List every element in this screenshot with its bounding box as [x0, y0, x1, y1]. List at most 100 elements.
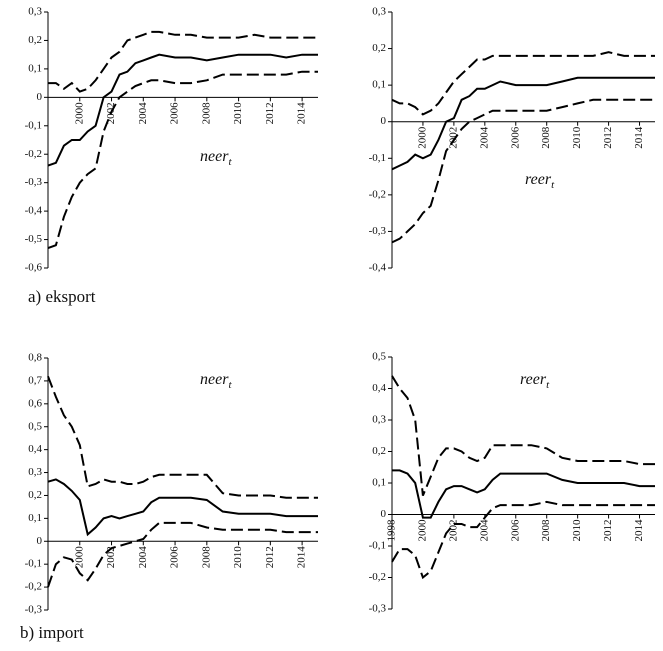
x-tick-label: 2000: [73, 102, 85, 125]
x-tick-label: 2012: [264, 546, 276, 568]
x-tick-label: 2014: [296, 546, 308, 569]
x-tick-label: 2008: [540, 126, 552, 149]
y-tick-label: 0,4: [372, 382, 386, 394]
y-tick-label: -0,1: [369, 152, 386, 164]
y-tick-label: -0,6: [25, 262, 43, 274]
y-tick-label: 0,2: [28, 34, 42, 46]
x-tick-label: 2006: [169, 546, 181, 569]
series-line: [391, 375, 655, 496]
x-tick-label: 2006: [509, 519, 521, 542]
x-tick-label: 2012: [602, 520, 614, 542]
annotation: reert: [520, 371, 550, 391]
annotation: neert: [200, 371, 232, 391]
y-tick-label: 0,1: [372, 477, 386, 489]
y-tick-label: 0,3: [28, 466, 42, 478]
y-tick-label: 0,3: [372, 6, 386, 18]
series-line: [48, 30, 318, 93]
series-line: [391, 51, 655, 116]
y-tick-label: -0,3: [369, 225, 387, 237]
series-line: [392, 469, 655, 519]
y-tick-label: 0,2: [28, 489, 42, 501]
caption: b) import: [20, 623, 84, 642]
y-tick-label: -0,2: [369, 188, 386, 200]
x-tick-label: 2012: [264, 102, 276, 124]
series-line: [391, 76, 655, 171]
annotation-text: neer: [200, 148, 229, 165]
y-tick-label: 0,2: [372, 42, 386, 54]
series-line: [47, 478, 318, 537]
y-tick-label: 0,5: [372, 351, 386, 363]
x-tick-label: 2014: [633, 519, 645, 542]
x-tick-label: 2008: [200, 102, 212, 125]
y-tick-label: 0: [37, 91, 43, 103]
series-line: [391, 98, 655, 244]
y-tick-label: 0,1: [372, 79, 386, 91]
x-tick-label: 1998: [386, 519, 398, 542]
y-tick-label: 0: [381, 115, 387, 127]
annotation-subscript: t: [228, 379, 232, 391]
x-tick-label: 2010: [571, 126, 583, 149]
y-tick-label: 0,1: [28, 512, 42, 524]
y-tick-label: 0,7: [28, 374, 42, 386]
y-tick-label: 0: [37, 535, 43, 547]
panel: -0,3 -0,2 -0,1 0 0,1 0,2 0,3 0,4 0,5 0,6 0,7 0,8 200…: [25, 352, 318, 616]
x-tick-label: 2008: [200, 546, 212, 569]
x-tick-label: 2000: [416, 519, 428, 542]
y-tick-label: -0,1: [25, 119, 42, 131]
x-tick-label: 2012: [602, 127, 614, 149]
x-tick-label: 2004: [478, 519, 490, 542]
y-tick-label: -0,3: [25, 176, 43, 188]
caption: a) eksport: [28, 287, 96, 306]
y-tick-label: -0,4: [25, 205, 43, 217]
y-tick-label: 0,5: [28, 420, 42, 432]
y-tick-label: -0,1: [25, 558, 42, 570]
x-tick-label: 2006: [169, 102, 181, 125]
y-tick-label: 0,1: [28, 62, 42, 74]
x-tick-label: 2010: [232, 102, 244, 125]
x-tick-label: 2000: [416, 126, 428, 149]
series-line: [47, 70, 318, 250]
series-line: [47, 521, 318, 588]
y-tick-label: -0,4: [369, 262, 387, 274]
x-tick-label: 2002: [447, 127, 459, 149]
y-tick-label: -0,3: [369, 603, 387, 615]
y-tick-label: -0,2: [369, 571, 386, 583]
y-tick-label: -0,3: [25, 604, 43, 616]
y-tick-label: 0,2: [372, 445, 386, 457]
series-line: [47, 375, 318, 499]
x-tick-label: 2004: [137, 102, 149, 125]
annotation-text: reer: [520, 371, 547, 388]
x-tick-label: 2014: [296, 102, 308, 125]
annotation: reert: [525, 171, 555, 191]
annotation-text: reer: [525, 171, 552, 188]
panel: -0,6 -0,5 -0,4 -0,3 -0,2 -0,1 0 0,1 0,2 0,3 2000 20…: [25, 6, 318, 274]
x-tick-label: 2000: [73, 546, 85, 569]
annotation-subscript: t: [228, 156, 232, 168]
x-tick-label: 2010: [571, 519, 583, 542]
y-tick-label: -0,2: [25, 581, 42, 593]
annotation-subscript: t: [546, 379, 550, 391]
y-tick-label: -0,5: [25, 233, 43, 245]
x-tick-label: 2014: [633, 126, 645, 149]
y-tick-label: 0,3: [372, 414, 386, 426]
x-tick-label: 2006: [509, 126, 521, 149]
x-tick-label: 2004: [478, 126, 490, 149]
y-tick-label: 0,8: [28, 352, 42, 364]
x-tick-label: 2004: [137, 546, 149, 569]
x-tick-label: 2008: [540, 519, 552, 542]
y-tick-label: 0,3: [28, 6, 42, 18]
y-tick-label: 0,6: [28, 397, 42, 409]
panel: -0,4 -0,3 -0,2 -0,1 0 0,1 0,2 0,3 2000 2002 2004 20…: [369, 6, 655, 274]
series-line: [47, 53, 318, 167]
y-tick-label: -0,2: [25, 148, 42, 160]
annotation: neert: [200, 148, 232, 168]
x-tick-label: 2010: [232, 546, 244, 569]
y-tick-label: 0,4: [28, 443, 42, 455]
y-tick-label: 0: [381, 508, 387, 520]
series-line: [391, 500, 655, 580]
annotation-subscript: t: [551, 179, 555, 191]
annotation-text: neer: [200, 371, 229, 388]
y-tick-label: -0,1: [369, 540, 386, 552]
